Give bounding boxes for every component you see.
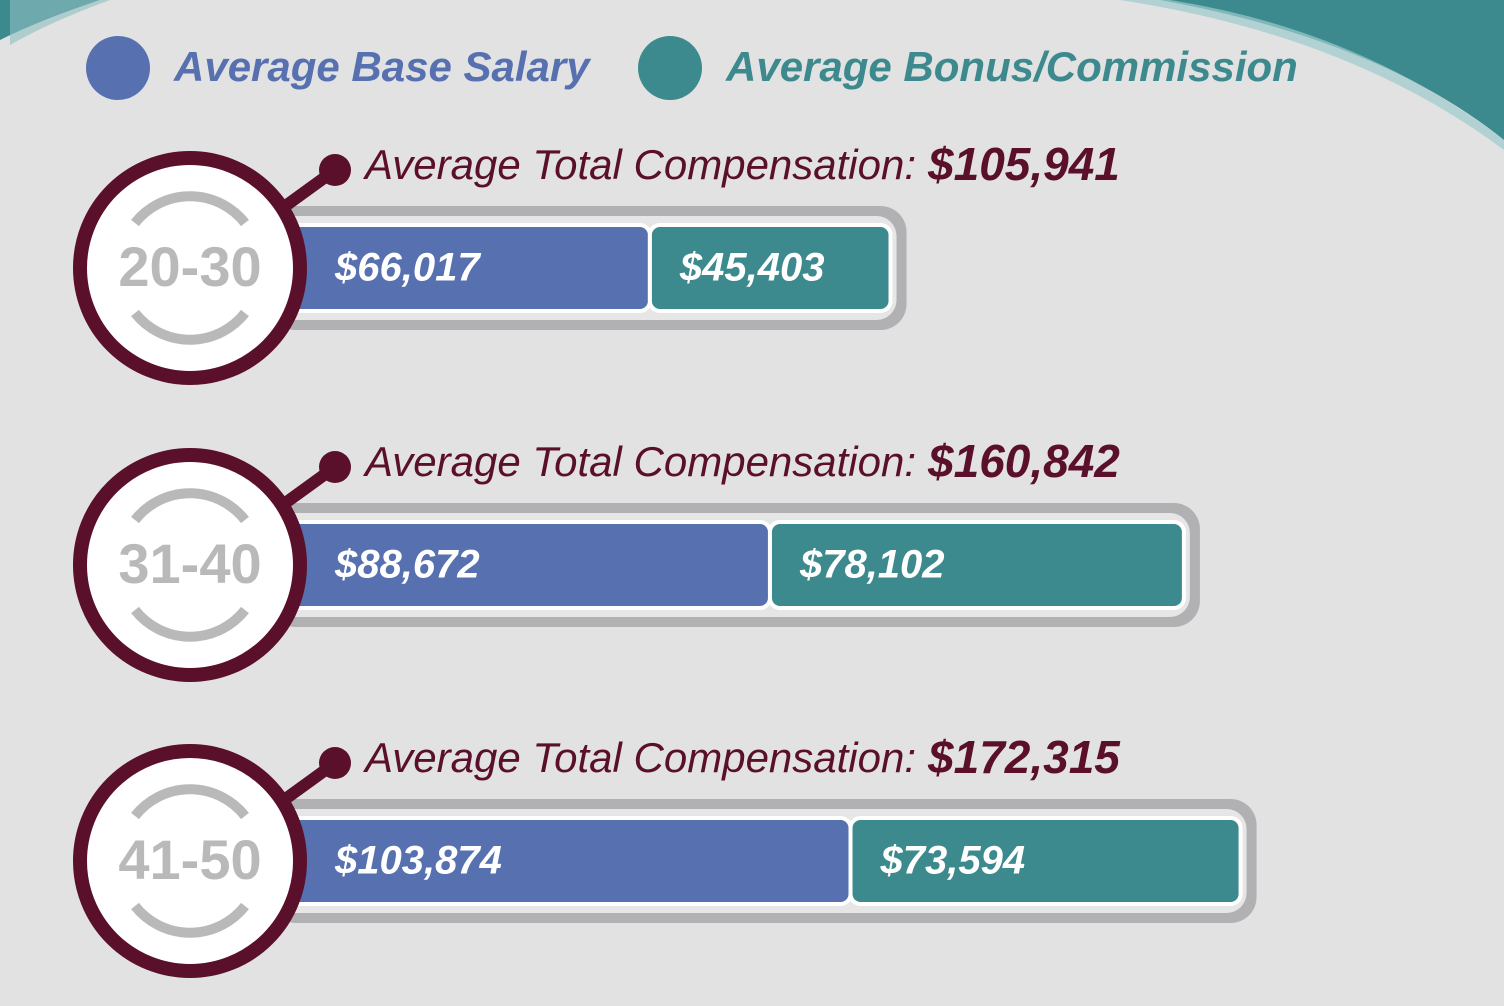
age-arc bbox=[131, 606, 249, 642]
bar-value-label: $66,017 bbox=[334, 246, 481, 290]
total-value: $172,315 bbox=[927, 731, 1121, 783]
total-label: Average Total Compensation: $105,941 bbox=[362, 138, 1120, 190]
connector-dot bbox=[319, 747, 351, 779]
age-arc bbox=[131, 488, 249, 524]
connector-dot bbox=[319, 451, 351, 483]
total-label: Average Total Compensation: $172,315 bbox=[362, 731, 1121, 783]
bar-value-label: $103,874 bbox=[334, 839, 502, 883]
rows: $66,017 $45,403 Average Total Compensation… bbox=[73, 138, 1257, 978]
age-arc bbox=[131, 309, 249, 345]
age-circle bbox=[73, 744, 307, 978]
bar-segment bbox=[767, 520, 1186, 610]
total-prefix: Average Total Compensation: bbox=[362, 438, 916, 485]
age-circle bbox=[73, 448, 307, 682]
total-value: $160,842 bbox=[927, 435, 1120, 487]
bar-value-label: $45,403 bbox=[679, 246, 825, 290]
decoration bbox=[10, 0, 110, 45]
row: $88,672 $78,102 Average Total Compensation… bbox=[73, 435, 1200, 682]
row: $103,874 $73,594 Average Total Compensatio… bbox=[73, 731, 1257, 978]
total-prefix: Average Total Compensation: bbox=[362, 141, 916, 188]
decoration bbox=[1160, 0, 1504, 140]
legend-swatch bbox=[86, 36, 150, 100]
legend-label: Average Bonus/Commission bbox=[725, 43, 1298, 90]
legend: Average Base Salary Average Bonus/Commiss… bbox=[86, 36, 1298, 100]
age-arc bbox=[131, 191, 249, 227]
total-value: $105,941 bbox=[927, 138, 1120, 190]
total-label: Average Total Compensation: $160,842 bbox=[362, 435, 1120, 487]
age-arc bbox=[131, 784, 249, 820]
bar-value-label: $88,672 bbox=[334, 543, 480, 587]
bar-value-label: $78,102 bbox=[799, 543, 945, 587]
bar-value-label: $73,594 bbox=[880, 839, 1026, 883]
age-label: 20-30 bbox=[118, 235, 261, 298]
age-arc bbox=[131, 902, 249, 938]
age-circle bbox=[73, 151, 307, 385]
bar-segment bbox=[647, 223, 893, 313]
connector-dot bbox=[319, 154, 351, 186]
legend-label: Average Base Salary bbox=[173, 43, 592, 90]
bar-segment bbox=[848, 816, 1243, 906]
legend-swatch bbox=[638, 36, 702, 100]
total-prefix: Average Total Compensation: bbox=[362, 734, 916, 781]
row: $66,017 $45,403 Average Total Compensation… bbox=[73, 138, 1120, 385]
age-label: 41-50 bbox=[118, 828, 261, 891]
age-label: 31-40 bbox=[118, 532, 261, 595]
